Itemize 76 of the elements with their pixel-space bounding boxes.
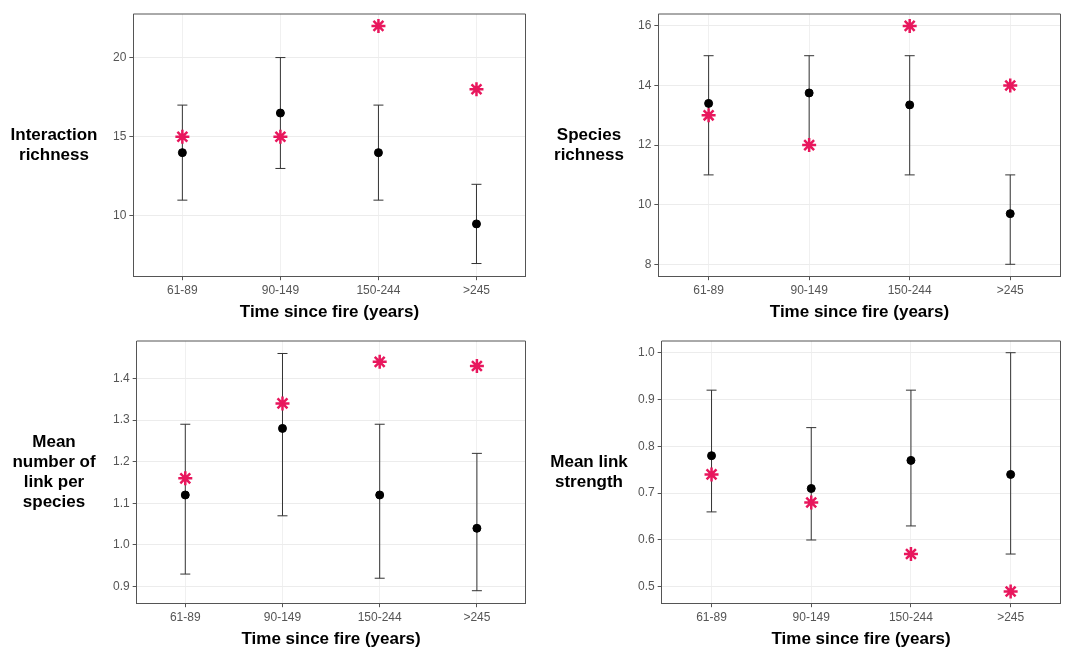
y-tick-label: 15 [112,129,127,144]
point [1001,77,1019,94]
x-tick-label: 61-89 [167,282,199,297]
y-tick-label: 0.5 [637,579,655,594]
point [700,107,717,124]
x-tick-label: 61-89 [696,609,728,624]
point [905,100,915,110]
y-axis-title: Mean link strength [549,451,629,493]
point [174,128,191,146]
y-tick-label: 1.0 [112,537,130,552]
y-tick-label: 0.8 [637,438,655,453]
point [704,98,714,108]
y-tick-label: 0.9 [112,578,130,593]
point [177,148,187,158]
y-tick-label: 8 [644,256,652,271]
y-axis-title: Species richness [553,124,625,166]
point [371,353,388,371]
point [1002,583,1019,600]
x-tick-label: 90-149 [263,609,302,624]
point [177,470,194,487]
point [468,81,485,98]
point [180,490,190,500]
y-tick-label: 0.7 [637,485,655,500]
y-tick-label: 0.6 [637,532,655,547]
point [906,455,916,465]
y-tick-label: 12 [637,137,652,152]
x-axis-title: Time since fire (years) [241,629,421,649]
x-tick-label: 150-244 [888,609,934,624]
x-tick-label: >245 [996,282,1025,297]
point [468,357,486,375]
point [370,17,387,35]
y-tick-label: 1.0 [637,345,655,360]
point [804,88,814,98]
y-axis-title: Interaction richness [9,124,99,166]
point [901,17,918,35]
x-tick-label: >245 [463,609,491,624]
point [274,395,291,412]
x-tick-label: 150-244 [887,282,933,297]
x-axis-title: Time since fire (years) [771,629,951,649]
point [471,219,481,229]
point [275,108,285,118]
x-tick-label: 90-149 [790,282,829,297]
y-tick-label: 1.2 [112,454,130,469]
x-tick-label: 61-89 [693,282,725,297]
point [802,494,820,511]
point [277,423,287,433]
x-tick-label: 150-244 [356,282,401,297]
x-tick-label: >245 [462,282,491,297]
x-axis-title: Time since fire (years) [239,302,420,322]
y-tick-label: 20 [112,49,127,64]
point [1005,209,1015,219]
y-tick-label: 16 [637,18,652,33]
point [373,148,383,158]
y-tick-label: 1.4 [112,370,130,385]
x-tick-label: 90-149 [792,609,831,624]
point [707,451,717,461]
point [375,490,385,500]
x-axis-title: Time since fire (years) [769,302,950,322]
x-tick-label: 150-244 [357,609,403,624]
point [800,136,818,154]
y-tick-label: 10 [112,208,127,223]
y-tick-label: 0.9 [637,391,655,406]
y-tick-label: 1.3 [112,412,130,427]
point [703,466,720,483]
y-axis-title: Mean number of link per species [11,431,97,513]
y-tick-label: 10 [637,197,652,211]
point [472,523,482,533]
point [902,545,920,563]
x-tick-label: 61-89 [169,609,201,624]
y-tick-label: 1.1 [112,495,130,510]
x-tick-label: 90-149 [261,282,300,297]
y-tick-label: 14 [637,77,652,92]
point [1006,469,1016,479]
point [806,483,816,493]
point [272,128,289,146]
x-tick-label: >245 [997,609,1025,624]
